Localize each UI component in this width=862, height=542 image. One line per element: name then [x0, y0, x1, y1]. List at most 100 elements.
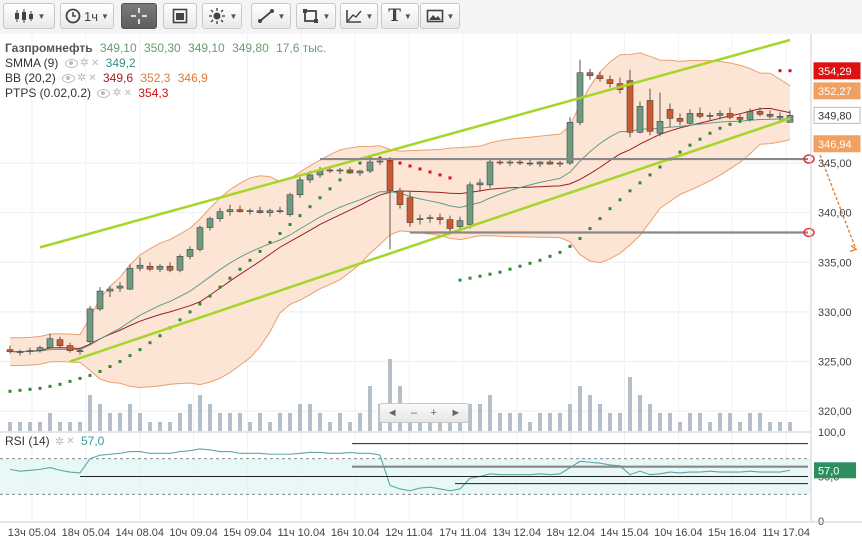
scroll-left-button[interactable]: ◄ [386, 407, 398, 419]
clock-icon [65, 8, 81, 24]
brightness-icon [208, 8, 225, 24]
ptps-dot [558, 250, 562, 254]
gear-icon[interactable]: ✲ [79, 57, 89, 70]
bollinger-fill [10, 52, 790, 388]
eye-icon[interactable] [62, 74, 76, 84]
close-icon[interactable]: ✕ [90, 58, 100, 70]
gear-icon[interactable]: ✲ [77, 72, 87, 85]
ptps-dot [638, 181, 642, 185]
text-tool-button[interactable]: T ▼ [381, 3, 419, 29]
candle-body [266, 210, 274, 213]
y-tick-label: 330,00 [818, 307, 852, 319]
candle-body [746, 111, 754, 120]
candle-body [516, 161, 524, 164]
image-button[interactable]: ▼ [420, 3, 460, 29]
eye-icon[interactable] [97, 89, 111, 99]
ptps-dot [488, 272, 492, 276]
price-tag-label: 354,29 [818, 66, 852, 78]
gear-icon[interactable]: ✲ [112, 87, 122, 100]
volume-bar [348, 422, 352, 431]
ptps-dot [188, 310, 192, 314]
volume-bar [558, 413, 562, 431]
ptps-dot [438, 173, 442, 177]
candle-body [26, 350, 34, 352]
window-icon [172, 8, 188, 24]
fibonacci-tool-button[interactable]: ▼ [340, 3, 378, 29]
eye-icon[interactable] [64, 59, 78, 69]
drawn-trendlines[interactable] [39, 38, 858, 363]
chevron-down-icon: ▼ [403, 11, 412, 21]
candle-body [276, 210, 284, 212]
price-tag [813, 82, 861, 100]
close-icon[interactable]: ✕ [88, 73, 97, 85]
candle-body [436, 217, 444, 220]
close-icon[interactable]: ✕ [123, 88, 132, 100]
rsi-tag [814, 462, 856, 479]
candle-body [706, 115, 714, 117]
zoom-in-button[interactable]: + [430, 407, 437, 419]
bollinger-upper [10, 52, 791, 339]
volume-bar [568, 404, 572, 431]
x-tick-label: 13ч 05.04 [8, 527, 57, 539]
ptps-dot [548, 254, 552, 258]
volume-bar [238, 413, 242, 431]
ptps-dot [218, 285, 222, 289]
ptps-dot [348, 169, 352, 173]
settings-button[interactable]: ▼ [202, 3, 242, 29]
volume-bar [598, 404, 602, 431]
legend: Газпромнефть 349,10 350,30 349,10 349,80… [5, 41, 326, 101]
ptps-dot [8, 389, 12, 393]
x-tick-label: 16ч 10.04 [331, 527, 380, 539]
volume-bar [668, 413, 672, 431]
candlestick-icon [14, 9, 33, 23]
x-tick-label: 12ч 11.04 [385, 527, 433, 539]
candle-body [286, 194, 294, 215]
x-tick-label: 10ч 16.04 [654, 527, 703, 539]
crosshair-button[interactable] [121, 3, 157, 29]
ptps-dot [598, 217, 602, 221]
ptps-dot [318, 196, 322, 200]
shape-tool-button[interactable]: ▼ [296, 3, 336, 29]
rectangle-tool-icon [302, 9, 318, 23]
volume-bar [548, 413, 552, 431]
candle-body [586, 72, 594, 76]
volume-bar [468, 404, 472, 431]
volume-bar [298, 404, 302, 431]
ptps-dot [608, 207, 612, 211]
price-chart[interactable]: 320,00 325,00 330,00 335,00 340,00 345,00 13ч … [0, 34, 862, 542]
text-tool-icon: T [388, 6, 401, 26]
chart-type-button[interactable]: ▼ [3, 3, 55, 29]
ptps-dot [648, 173, 652, 177]
close-value: 349,80 [232, 41, 269, 55]
volume-bar [658, 413, 662, 431]
level-handle [803, 227, 815, 238]
candle-body [156, 265, 164, 270]
candle-body [16, 351, 24, 353]
gear-icon[interactable]: ✲ [55, 436, 65, 449]
interval-button[interactable]: 1ч ▼ [60, 3, 114, 29]
rsi-pane [0, 431, 810, 495]
ptps-dot [628, 189, 632, 193]
candle-body [136, 264, 144, 269]
chevron-down-icon: ▼ [101, 11, 109, 21]
scroll-right-button[interactable]: ► [450, 407, 462, 419]
chart-view-button[interactable] [163, 3, 197, 29]
ptps-dot [568, 244, 572, 248]
candle-body [416, 218, 424, 220]
ptps-dot [518, 264, 522, 268]
close-icon[interactable]: ✕ [66, 436, 75, 448]
ptps-dot [458, 278, 462, 282]
line-tool-button[interactable]: ▼ [251, 3, 291, 29]
volume-bar [148, 422, 152, 431]
bollinger-bands [10, 52, 791, 388]
volume-bar [118, 413, 122, 431]
x-tick-label: 10ч 09.04 [169, 527, 218, 539]
candle-body [776, 116, 784, 118]
ptps-dot [338, 178, 342, 182]
candle-body [626, 80, 634, 133]
volume-bar [638, 395, 642, 431]
ptps-dot [18, 388, 22, 392]
zoom-out-button[interactable]: – [411, 407, 418, 419]
ptps-dot [698, 137, 702, 141]
volume-bar [158, 422, 162, 431]
